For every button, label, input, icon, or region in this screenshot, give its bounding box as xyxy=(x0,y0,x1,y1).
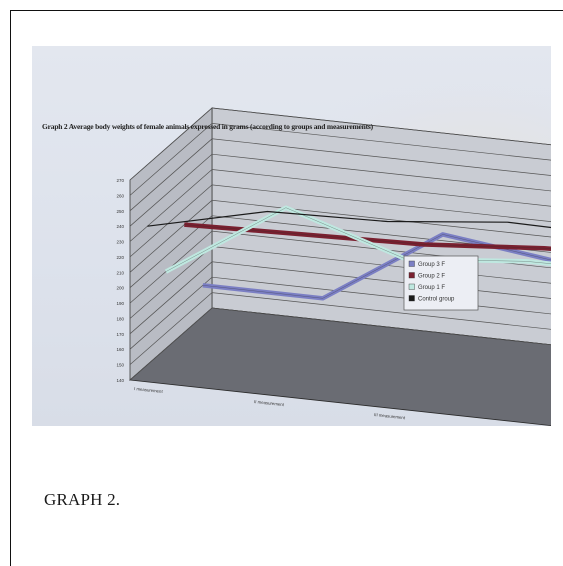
page-frame-left-rule xyxy=(10,10,11,566)
y-tick-label: 150 xyxy=(116,363,124,368)
y-tick-label: 240 xyxy=(116,224,124,229)
y-tick-label: 250 xyxy=(116,209,124,214)
gridline xyxy=(129,230,551,304)
gridline xyxy=(129,107,551,181)
legend-label: Group 1 F xyxy=(418,285,445,291)
legend-label: Group 3 F xyxy=(418,262,445,268)
series-line-edge xyxy=(202,234,551,299)
gridline xyxy=(129,307,551,381)
y-tick-label: 200 xyxy=(116,286,124,291)
page-frame-top-rule xyxy=(10,10,563,11)
y-tick-label: 190 xyxy=(116,301,124,306)
y-tick-label: 180 xyxy=(116,317,124,322)
gridline xyxy=(129,153,551,227)
x-tick-label: II measurement xyxy=(254,399,285,407)
y-tick-label: 170 xyxy=(116,332,124,337)
y-tick-label: 140 xyxy=(116,378,124,383)
legend-label: Control group xyxy=(418,297,455,303)
gridline xyxy=(129,169,551,242)
y-tick-label: 230 xyxy=(116,240,124,245)
legend-swatch xyxy=(408,295,415,302)
chart-legend xyxy=(403,255,479,311)
x-tick-label: III measurement xyxy=(374,412,406,420)
y-tick-label: 260 xyxy=(116,193,124,198)
y-tick-label: 220 xyxy=(116,255,124,260)
gridline xyxy=(129,184,551,258)
gridline xyxy=(129,276,551,350)
gridline xyxy=(129,292,551,365)
legend-swatch xyxy=(408,272,415,279)
x-tick-label: I measurement xyxy=(134,386,164,394)
chart-plot: 140 150 160 170 180 190 200 210 220 230 240 250 260 2… xyxy=(116,107,551,426)
legend-swatch xyxy=(408,260,415,267)
gridline xyxy=(129,123,551,196)
series-line xyxy=(147,210,551,229)
chart-title: Graph 2 Average body weights of female a… xyxy=(42,122,373,131)
y-tick-label: 270 xyxy=(116,178,124,183)
series-line-edge xyxy=(184,224,551,249)
gridline xyxy=(129,138,551,212)
legend-swatch xyxy=(408,283,415,290)
legend-label: Group 2 F xyxy=(418,274,445,280)
gridline xyxy=(129,261,551,335)
chart-svg: 140 150 160 170 180 190 200 210 220 230 240 250 260 2… xyxy=(32,46,551,426)
y-tick-label: 160 xyxy=(116,347,124,352)
chart-figure: 140 150 160 170 180 190 200 210 220 230 240 250 260 2… xyxy=(32,46,551,426)
gridline xyxy=(129,199,551,273)
graph-caption: GRAPH 2. xyxy=(44,490,121,509)
gridline xyxy=(129,215,551,288)
y-tick-label: 210 xyxy=(116,270,124,275)
